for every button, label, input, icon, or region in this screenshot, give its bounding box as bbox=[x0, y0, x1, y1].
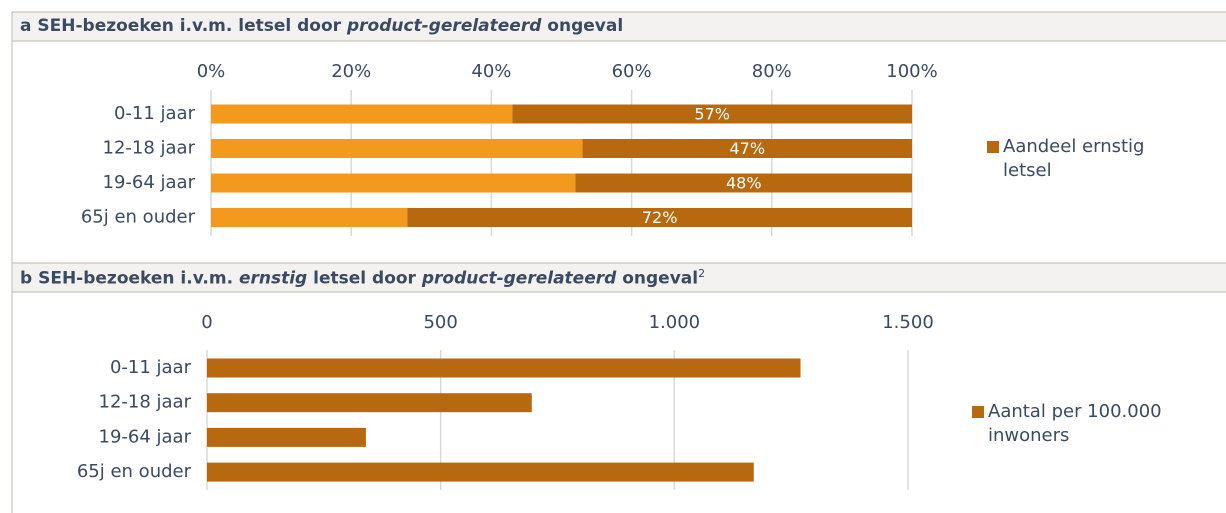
title-part: b SEH-bezoeken i.v.m. bbox=[20, 268, 239, 289]
legend-label: Aantal per 100.000 inwoners bbox=[988, 401, 1162, 446]
title-part: ongeval bbox=[616, 268, 699, 289]
bar bbox=[207, 427, 366, 447]
y-tick-label: 65j en ouder bbox=[81, 207, 196, 228]
title-part: product-gerelateerd bbox=[346, 16, 542, 36]
header-bg bbox=[12, 12, 1226, 41]
data-label: 47% bbox=[729, 139, 765, 158]
bar bbox=[407, 208, 912, 227]
bar bbox=[207, 462, 754, 482]
data-label: 48% bbox=[726, 174, 762, 193]
legend-entry: Aandeel ernstig letsel bbox=[987, 135, 1187, 183]
x-tick-label: 0 bbox=[201, 312, 212, 333]
bar bbox=[211, 208, 408, 227]
bar bbox=[575, 173, 912, 193]
bar bbox=[211, 173, 576, 193]
y-tick-label: 0-11 jaar bbox=[114, 103, 196, 124]
chart-title: a SEH-bezoeken i.v.m. letsel door produc… bbox=[20, 16, 623, 36]
legend-entry: Aantal per 100.000 inwoners bbox=[972, 400, 1192, 448]
title-part: ongeval bbox=[541, 16, 624, 36]
x-tick-label: 60% bbox=[612, 61, 652, 82]
header-bg bbox=[12, 263, 1226, 292]
x-tick-label: 20% bbox=[331, 61, 371, 82]
bar bbox=[211, 104, 513, 124]
x-tick-label: 80% bbox=[752, 61, 792, 82]
chart-title: b SEH-bezoeken i.v.m. ernstig letsel doo… bbox=[20, 267, 705, 289]
footnote-mark: 2 bbox=[698, 267, 706, 280]
x-tick-label: 1.500 bbox=[882, 312, 934, 333]
x-tick-label: 100% bbox=[886, 61, 937, 82]
title-part: a SEH-bezoeken i.v.m. letsel door bbox=[20, 16, 347, 36]
y-tick-label: 12-18 jaar bbox=[99, 392, 192, 413]
bar bbox=[211, 139, 583, 158]
legend-swatch bbox=[987, 141, 999, 153]
bar bbox=[512, 104, 912, 124]
y-tick-label: 65j en ouder bbox=[77, 461, 192, 482]
x-tick-label: 500 bbox=[423, 312, 457, 333]
y-tick-label: 12-18 jaar bbox=[103, 138, 196, 159]
data-label: 72% bbox=[642, 208, 678, 227]
x-tick-label: 1.000 bbox=[649, 312, 701, 333]
bar bbox=[582, 139, 912, 158]
bar bbox=[207, 393, 532, 413]
y-tick-label: 19-64 jaar bbox=[103, 172, 196, 193]
data-label: 57% bbox=[694, 105, 730, 124]
y-tick-label: 0-11 jaar bbox=[110, 357, 192, 378]
x-tick-label: 40% bbox=[471, 61, 511, 82]
legend-swatch bbox=[972, 406, 984, 418]
title-part: product-gerelateerd bbox=[421, 268, 617, 289]
bar bbox=[207, 358, 801, 378]
x-tick-label: 0% bbox=[197, 61, 226, 82]
legend-label: Aandeel ernstig letsel bbox=[1003, 136, 1145, 181]
title-part: ernstig bbox=[238, 268, 308, 289]
y-tick-label: 19-64 jaar bbox=[99, 426, 192, 447]
title-part: letsel door bbox=[307, 268, 422, 289]
